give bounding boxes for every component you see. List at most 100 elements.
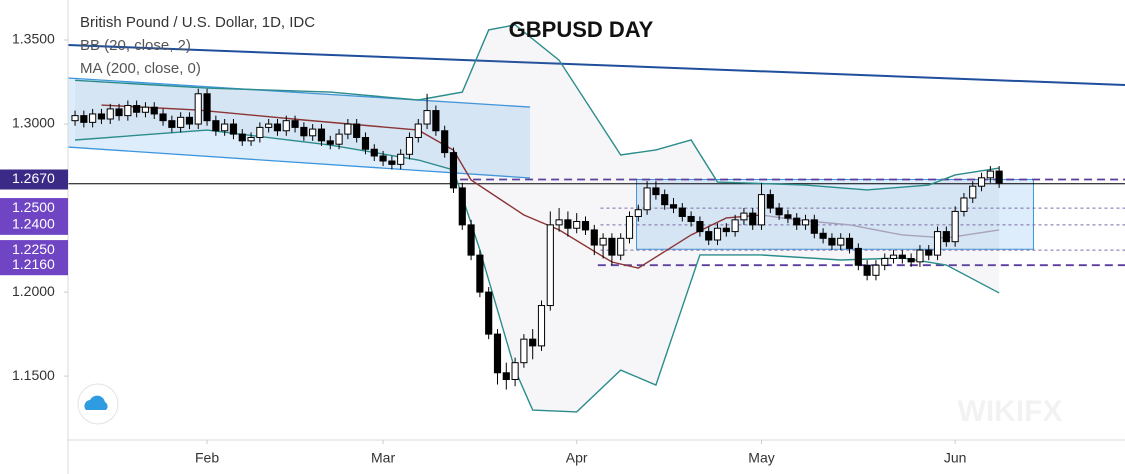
candle-body (493, 333, 502, 374)
candle-body (731, 219, 739, 233)
candle-body (590, 229, 598, 246)
candles (71, 88, 1003, 390)
price-label: 1.2400 (12, 216, 55, 232)
candle-body (212, 120, 220, 132)
candle-body (221, 123, 229, 132)
price-label-box (0, 240, 68, 261)
x-tick-label: May (748, 450, 774, 466)
candle-body (502, 372, 510, 380)
price-label-box (0, 198, 68, 219)
candle-body (432, 110, 440, 132)
candle-body (282, 120, 290, 132)
candle-body (511, 362, 519, 380)
range-box (636, 178, 1034, 250)
x-tick-label: Jun (944, 450, 967, 466)
candle-body (247, 136, 255, 142)
candle-body (652, 187, 660, 196)
candle-body (749, 212, 757, 226)
watermark: WIKIFX (958, 395, 1063, 428)
x-tick-label: Mar (371, 450, 395, 466)
candle-body (265, 123, 273, 128)
candle-body (810, 219, 818, 234)
candle-body (397, 153, 405, 165)
candle-body (291, 120, 299, 128)
candle-body (740, 212, 748, 221)
candle-body (793, 217, 801, 226)
candle-body (863, 264, 871, 276)
x-tick-label: Feb (195, 450, 219, 466)
x-tick-label: Apr (566, 450, 588, 466)
candle-body (379, 155, 387, 162)
candle-body (907, 257, 915, 263)
candle-body (933, 231, 942, 256)
candle-body (995, 170, 1003, 184)
candle-body (564, 219, 572, 229)
candle-body (177, 116, 185, 128)
candle-body (405, 136, 414, 155)
candle-body (705, 231, 713, 241)
indicator-line (74, 24, 1000, 191)
candle-body (925, 249, 933, 256)
candle-body (353, 123, 361, 138)
candle-body (529, 338, 537, 347)
trendline (67, 44, 1125, 87)
candle-body (951, 210, 959, 243)
drawings (67, 44, 1125, 267)
candle-body (441, 130, 449, 154)
candle-body (696, 221, 704, 233)
candle-body (573, 221, 581, 229)
price-label: 1.2160 (12, 256, 55, 272)
candle-body (317, 128, 326, 142)
candle-body (837, 237, 845, 246)
candle-body (476, 254, 484, 293)
candle-body (634, 209, 642, 217)
candle-body (537, 305, 546, 347)
candle-body (159, 113, 167, 122)
candle-body (326, 140, 334, 145)
candle-body (977, 177, 986, 187)
logo-cloud (84, 395, 108, 410)
candle-body (555, 219, 563, 226)
price-label-box (0, 169, 68, 190)
candle-body (458, 187, 466, 226)
channel-fill (68, 77, 531, 178)
candle-body (520, 338, 528, 364)
candle-body (617, 237, 625, 256)
candle-body (97, 113, 106, 120)
candle-body (986, 170, 994, 179)
candle-body (423, 110, 431, 125)
candle-body (898, 254, 906, 259)
candle-body (599, 237, 607, 246)
chart-title: GBPUSD DAY (509, 17, 654, 42)
candle-body (916, 249, 924, 263)
candle-body (141, 106, 150, 113)
candle-body (414, 123, 422, 138)
candle-body (889, 254, 898, 259)
candle-body (669, 204, 678, 209)
candle-body (713, 227, 722, 241)
candle-body (115, 108, 123, 117)
price-label: 1.2670 (12, 170, 55, 186)
candle-body (942, 231, 950, 243)
candle-body (784, 214, 792, 219)
candle-body (845, 237, 854, 249)
indicator-line (101, 104, 762, 269)
candle-body (185, 116, 194, 125)
candle-body (625, 215, 634, 239)
candle-body (89, 113, 97, 123)
candle-body (449, 152, 458, 189)
candle-body (608, 237, 616, 256)
candle-body (881, 257, 889, 266)
candle-body (388, 160, 396, 165)
price-label: 1.2250 (12, 241, 55, 257)
candle-body (546, 224, 554, 307)
candle-body (819, 232, 827, 239)
candle-body (775, 207, 783, 216)
candle-body (256, 126, 264, 138)
candle-body (661, 194, 669, 206)
candle-body (678, 207, 686, 217)
y-tick-label: 1.1500 (12, 367, 55, 383)
band-fill (75, 24, 1000, 412)
